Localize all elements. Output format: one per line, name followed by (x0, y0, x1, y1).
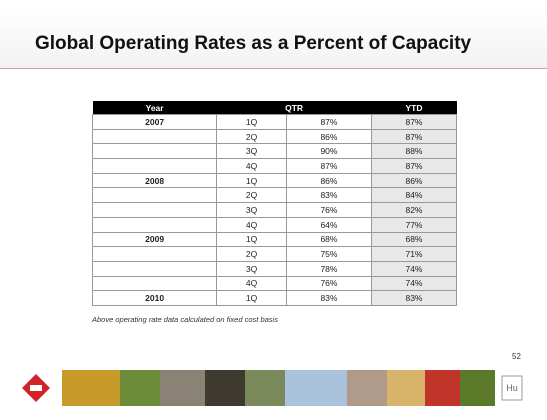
table-row: 3Q 90% 88% (91, 143, 458, 160)
photo (387, 370, 425, 406)
logo-mark (30, 385, 42, 391)
table-cell: 3Q (216, 143, 287, 160)
table-cell: 78% (285, 260, 372, 277)
photo (460, 370, 495, 406)
table-cell (91, 158, 218, 174)
table-cell (91, 275, 218, 292)
table-row: 2009 1Q 68% 68% (91, 231, 458, 248)
table-cell: 86% (370, 172, 458, 189)
footnote: Above operating rate data calculated on … (92, 315, 278, 324)
table-cell: 74% (370, 260, 458, 277)
table-cell: 2009 (91, 231, 218, 248)
table-cell (91, 202, 218, 218)
table-cell: 82% (370, 202, 458, 218)
table-cell: 75% (285, 246, 372, 262)
table-cell: 1Q (216, 231, 287, 248)
table-row: 2008 1Q 86% 86% (91, 172, 458, 189)
table-cell: 87% (285, 114, 372, 130)
table-cell: 86% (285, 172, 372, 189)
title-rule (0, 68, 547, 69)
photo (425, 370, 460, 406)
table-cell: 88% (370, 143, 458, 160)
page-number: 52 (512, 352, 521, 361)
table-cell: 3Q (216, 202, 287, 218)
table-cell (91, 143, 218, 160)
table-cell: 2007 (91, 114, 218, 130)
photo (120, 370, 160, 406)
table-cell: 4Q (216, 158, 287, 174)
table-cell: 1Q (216, 114, 287, 130)
table-cell: 71% (370, 246, 458, 262)
column-header: YTD (371, 101, 457, 115)
badge-box (501, 375, 523, 401)
table-cell (91, 216, 218, 233)
table-cell: 76% (285, 202, 372, 218)
table-cell: 68% (285, 231, 372, 248)
table-cell: 77% (370, 216, 458, 233)
table-cell: 83% (285, 187, 372, 204)
operating-rates-table: Year QTR YTD 2007 1Q 87% 87% 2Q 86% 87% 3Q 90% 88… (91, 101, 458, 306)
table-row: 2Q 75% 71% (91, 246, 458, 262)
table-cell (91, 246, 218, 262)
table-cell: 87% (370, 114, 458, 130)
badge: Hu (506, 383, 518, 393)
table-row: 4Q 87% 87% (91, 158, 458, 174)
table-cell: 2008 (91, 172, 218, 189)
table-cell: 86% (285, 128, 372, 145)
photo (347, 370, 387, 406)
table-cell: 2Q (216, 128, 287, 145)
photo (285, 370, 347, 406)
table-row: 4Q 76% 74% (91, 275, 458, 292)
table-row: 3Q 76% 82% (91, 202, 458, 218)
table-row: 2Q 86% 87% (91, 128, 458, 145)
table-row: 4Q 64% 77% (91, 216, 458, 233)
table-cell (91, 187, 218, 204)
slide-title: Global Operating Rates as a Percent of C… (35, 33, 472, 54)
table-cell: 68% (370, 231, 458, 248)
footer-strip: Hu (22, 370, 523, 406)
photo (205, 370, 245, 406)
table-cell: 4Q (216, 216, 287, 233)
table-cell (91, 260, 218, 277)
photo (245, 370, 285, 406)
table-cell: 87% (370, 128, 458, 145)
photo (160, 370, 205, 406)
table-cell: 2Q (216, 187, 287, 204)
table-cell: 1Q (216, 172, 287, 189)
table-cell: 64% (285, 216, 372, 233)
table-cell: 74% (370, 275, 458, 292)
table-cell (91, 128, 218, 145)
table-row: 2010 1Q 83% 83% (91, 290, 458, 306)
column-header: QTR (216, 101, 372, 115)
table-row: 3Q 78% 74% (91, 260, 458, 277)
table-cell: 83% (285, 290, 372, 306)
table-cell: 2010 (91, 290, 218, 306)
table-cell: 4Q (216, 275, 287, 292)
table-row: 2007 1Q 87% 87% (91, 114, 458, 130)
table-cell: 87% (285, 158, 372, 174)
title-band (0, 10, 547, 68)
table-cell: 3Q (216, 260, 287, 277)
table-cell: 2Q (216, 246, 287, 262)
table-cell: 83% (370, 290, 458, 306)
column-header: Year (92, 101, 217, 115)
table-cell: 87% (370, 158, 458, 174)
table-cell: 1Q (216, 290, 287, 306)
table-row: 2Q 83% 84% (91, 187, 458, 204)
photo (62, 370, 120, 406)
table-cell: 76% (285, 275, 372, 292)
table-cell: 90% (285, 143, 372, 160)
table-cell: 84% (370, 187, 458, 204)
